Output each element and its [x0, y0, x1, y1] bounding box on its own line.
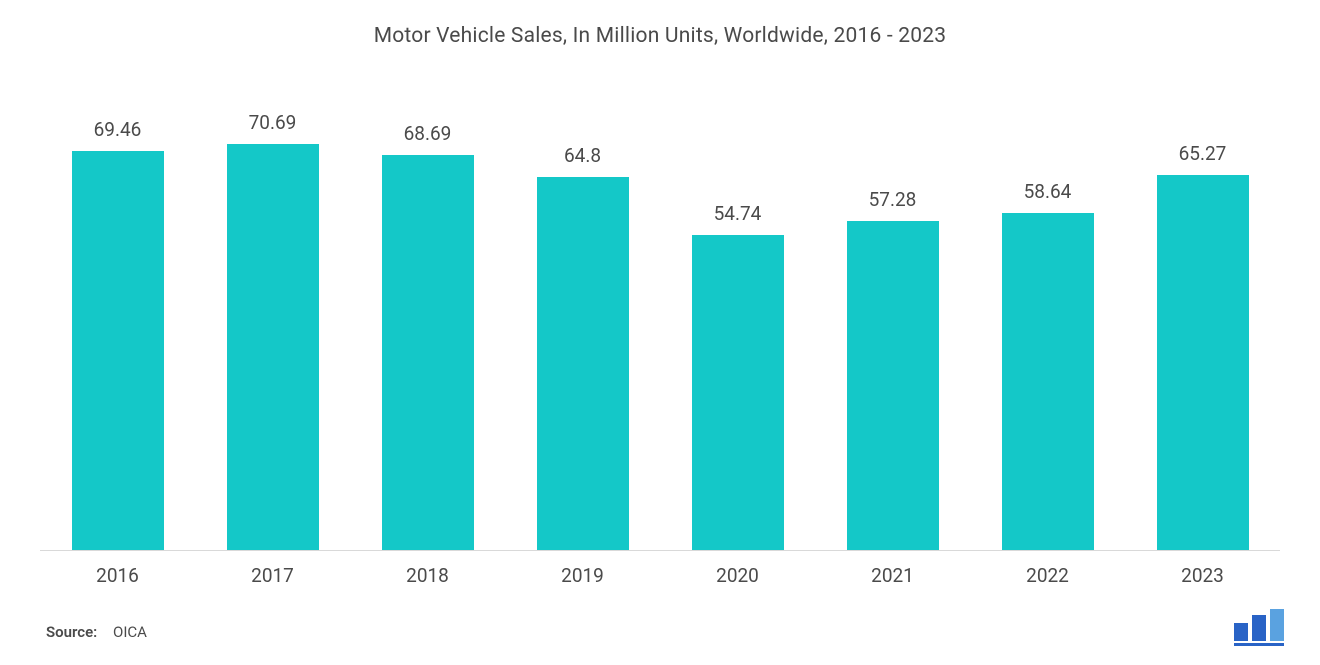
source-label: Source: — [46, 623, 97, 641]
plot-area: 69.46 70.69 68.69 64.8 54.74 57.28 58.64 65.27 — [40, 90, 1280, 550]
x-axis-label: 2017 — [195, 550, 350, 600]
bar — [1157, 175, 1249, 550]
bar-value-label: 57.28 — [869, 188, 917, 211]
bar-slot: 70.69 — [195, 90, 350, 550]
mordor-logo-icon — [1232, 609, 1288, 647]
bar-value-label: 64.8 — [564, 144, 601, 167]
bar-slot: 65.27 — [1125, 90, 1280, 550]
x-axis: 20162017201820192020202120222023 — [40, 550, 1280, 600]
logo-bar-1 — [1234, 623, 1248, 641]
bar-value-label: 70.69 — [249, 111, 297, 134]
bar-slot: 57.28 — [815, 90, 970, 550]
x-axis-label: 2021 — [815, 550, 970, 600]
chart-container: Motor Vehicle Sales, In Million Units, W… — [0, 0, 1320, 665]
bar-value-label: 54.74 — [714, 202, 762, 225]
bar-slot: 69.46 — [40, 90, 195, 550]
bar-value-label: 65.27 — [1179, 142, 1227, 165]
bar-slot: 68.69 — [350, 90, 505, 550]
bar-slot: 54.74 — [660, 90, 815, 550]
bar — [847, 221, 939, 550]
bar — [72, 151, 164, 550]
source-value: OICA — [113, 623, 147, 641]
bar-slot: 64.8 — [505, 90, 660, 550]
bar — [537, 177, 629, 550]
x-axis-label: 2023 — [1125, 550, 1280, 600]
bar-value-label: 69.46 — [94, 118, 142, 141]
bar — [1002, 213, 1094, 550]
logo-bar-2 — [1252, 615, 1266, 641]
bar — [692, 235, 784, 550]
bar — [227, 144, 319, 550]
bar — [382, 155, 474, 550]
x-axis-label: 2020 — [660, 550, 815, 600]
x-axis-label: 2022 — [970, 550, 1125, 600]
logo-underline — [1234, 643, 1284, 646]
x-axis-label: 2018 — [350, 550, 505, 600]
bar-slot: 58.64 — [970, 90, 1125, 550]
logo-bar-3 — [1270, 609, 1284, 641]
x-axis-label: 2016 — [40, 550, 195, 600]
source-attribution: Source: OICA — [46, 623, 147, 641]
chart-title: Motor Vehicle Sales, In Million Units, W… — [0, 0, 1320, 58]
x-axis-label: 2019 — [505, 550, 660, 600]
bar-value-label: 68.69 — [404, 122, 452, 145]
bar-value-label: 58.64 — [1024, 180, 1072, 203]
